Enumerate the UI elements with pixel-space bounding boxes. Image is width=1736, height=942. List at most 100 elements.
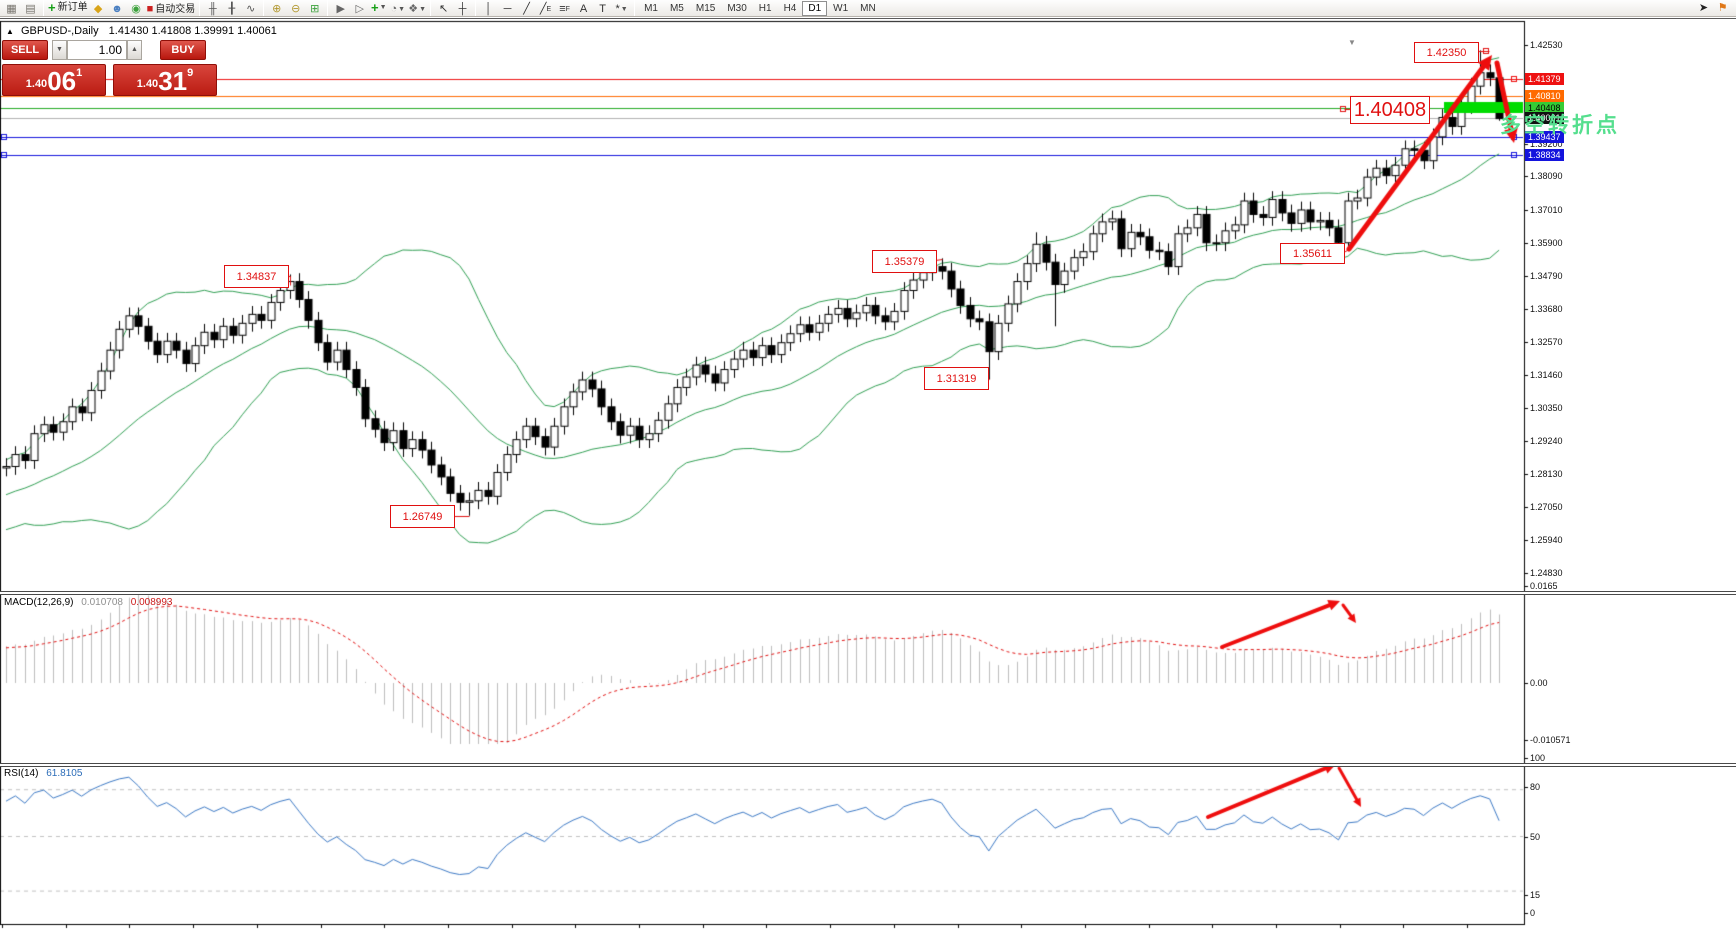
rsi-axis-tick: 100 xyxy=(1530,753,1546,763)
timeframe-button-MN[interactable]: MN xyxy=(860,2,876,14)
indicators-button[interactable]: + ▼ xyxy=(370,0,387,15)
timeframe-button-M1[interactable]: M1 xyxy=(644,2,658,14)
price-annotation-label[interactable]: 1.35611 xyxy=(1280,243,1345,264)
price-annotation-label[interactable]: 1.31319 xyxy=(924,367,989,390)
rsi-value: 61.8105 xyxy=(46,768,83,779)
sell-price-pips: 06 xyxy=(47,66,77,96)
price-annotation-label[interactable]: 1.35379 xyxy=(872,250,937,273)
price-axis-tick: 1.35900 xyxy=(1530,238,1563,248)
rsi-label: RSI(14) xyxy=(4,768,39,779)
autotrading-button-label: 自动交易 xyxy=(155,4,196,15)
buy-price-display[interactable]: 1.40 31 9 xyxy=(113,64,217,96)
volume-down-button[interactable]: ▼ xyxy=(52,39,67,60)
price-axis-tick: 1.28130 xyxy=(1530,469,1563,479)
rsi-axis-tick: 0 xyxy=(1530,908,1536,918)
timeframe-button-M30[interactable]: M30 xyxy=(727,2,747,14)
contacts-icon[interactable]: ☻ xyxy=(111,3,123,15)
one-click-collapse-icon[interactable]: ▲ xyxy=(6,27,14,36)
text-icon[interactable]: A xyxy=(579,3,588,15)
new-order-button[interactable]: + 新订单 xyxy=(48,0,88,15)
timeframe-button-H1[interactable]: H1 xyxy=(758,2,772,14)
macd-pane-header: MACD(12,26,9) 0.010708 0.008993 xyxy=(4,597,172,608)
chart-shift-icon[interactable]: ▷ xyxy=(355,3,364,15)
timeframe-button-H4[interactable]: H4 xyxy=(783,2,797,14)
candlestick-chart-icon[interactable]: ╂ xyxy=(228,3,236,15)
buy-price-point: 9 xyxy=(187,67,194,79)
price-annotation-label[interactable]: 1.40408 xyxy=(1350,96,1430,124)
macd-main-value: 0.010708 xyxy=(81,597,123,608)
price-axis-tick: 1.27050 xyxy=(1530,502,1563,512)
timeframe-button-M5[interactable]: M5 xyxy=(669,2,684,14)
price-tag-1.39437: 1.39437 xyxy=(1525,131,1564,143)
signals-icon[interactable]: ◉ xyxy=(131,3,141,15)
price-axis-tick: 1.42530 xyxy=(1530,40,1563,50)
toolbar-separator xyxy=(327,0,329,16)
timeframe-button-M15[interactable]: M15 xyxy=(695,2,716,14)
volume-up-button[interactable]: ▲ xyxy=(127,39,142,60)
bar-chart-icon[interactable]: ╫ xyxy=(208,3,217,15)
cursor-icon[interactable]: ↖ xyxy=(438,3,449,15)
price-tag-1.41379: 1.41379 xyxy=(1525,73,1564,85)
toolbar-separator xyxy=(634,0,636,16)
crosshair-icon[interactable]: ┼ xyxy=(458,3,467,15)
volume-input[interactable]: 1.00 xyxy=(67,39,127,60)
new-chart-icon[interactable]: ▦ xyxy=(6,3,17,15)
equidistant-channel-icon[interactable]: ╱ E xyxy=(539,3,552,15)
zoom-in-icon[interactable]: ⊕ xyxy=(272,3,282,15)
profiles-icon[interactable]: ▤ xyxy=(25,3,36,15)
text-label-icon[interactable]: T xyxy=(599,3,606,15)
timeframe-button-D1[interactable]: D1 xyxy=(802,0,828,16)
one-click-trading-panel: SELL ▼ 1.00 ▲ BUY 1.40 06 1 1.40 31 9 xyxy=(2,39,222,96)
macd-axis-tick: -0.010571 xyxy=(1530,735,1571,745)
chart-window: ▲ GBPUSD-,Daily 1.41430 1.41808 1.39991 … xyxy=(0,18,1736,942)
price-annotation-label[interactable]: 1.34837 xyxy=(224,265,289,288)
auto-scroll-icon[interactable]: ▶ xyxy=(336,3,345,15)
macd-signal-value: 0.008993 xyxy=(130,597,173,608)
price-annotation-label[interactable]: 1.26749 xyxy=(390,505,455,528)
price-axis-tick: 1.33680 xyxy=(1530,304,1563,314)
sell-button[interactable]: SELL xyxy=(2,39,48,60)
chart-shift-marker-icon[interactable]: ▼ xyxy=(1348,38,1356,47)
autotrading-button[interactable]: ■ 自动交易 xyxy=(146,3,196,15)
rsi-axis-tick: 15 xyxy=(1530,890,1541,900)
toolbar-separator xyxy=(475,0,477,16)
price-axis-tick: 1.39200 xyxy=(1530,139,1563,149)
price-axis-tick: 1.37010 xyxy=(1530,205,1563,215)
vertical-line-icon[interactable]: │ xyxy=(485,3,492,15)
toolbar-separator xyxy=(263,0,265,16)
zoom-out-icon[interactable]: ⊖ xyxy=(291,3,301,15)
symbol-title: GBPUSD-,Daily xyxy=(20,25,99,37)
ohlc-values: 1.41430 1.41808 1.39991 1.40061 xyxy=(108,25,277,37)
sell-price-display[interactable]: 1.40 06 1 xyxy=(2,64,106,96)
price-axis-tick: 1.34790 xyxy=(1530,271,1563,281)
main-toolbar: ▦ ▤ + 新订单 ◆ ☻ ◉ ■ 自动交易 ╫ ╂ ∿ ⊕ ⊖ ⊞ ▶ ▷ + ▼ ◔ ▼ ❖ ▼ ↖ ┼ │ ─ ╱ ╱ E ≡ F A T *… xyxy=(0,0,1736,17)
terminal-icon[interactable]: ◆ xyxy=(93,3,103,15)
periods-button[interactable]: ◔ ▼ xyxy=(390,3,406,15)
line-chart-icon[interactable]: ∿ xyxy=(246,3,256,15)
rsi-pane-divider[interactable] xyxy=(0,763,1736,767)
arrows-icon[interactable]: * ▼ xyxy=(615,3,628,15)
price-tag-1.40408: 1.40408 xyxy=(1525,102,1564,114)
tile-windows-icon[interactable]: ⊞ xyxy=(310,3,320,15)
buy-button[interactable]: BUY xyxy=(160,39,206,60)
horizontal-line-icon[interactable]: ─ xyxy=(503,3,512,15)
macd-label: MACD(12,26,9) xyxy=(4,597,74,608)
toolbar-separator xyxy=(430,0,432,16)
templates-button[interactable]: ❖ ▼ xyxy=(408,3,427,15)
macd-pane-divider[interactable] xyxy=(0,591,1736,595)
chart-symbol-header: ▲ GBPUSD-,Daily 1.41430 1.41808 1.39991 … xyxy=(6,25,277,37)
sell-price-prefix: 1.40 xyxy=(25,78,48,90)
rsi-axis-tick: 50 xyxy=(1530,832,1541,842)
pointer-icon[interactable]: ➤ xyxy=(1698,1,1709,14)
price-axis-tick: 1.25940 xyxy=(1530,535,1563,545)
fibonacci-icon[interactable]: ≡ F xyxy=(559,3,570,15)
price-annotation-label[interactable]: 1.42350 xyxy=(1414,42,1479,63)
trendline-icon[interactable]: ╱ xyxy=(523,3,530,15)
chart-canvas[interactable] xyxy=(0,19,1736,942)
timeframe-button-W1[interactable]: W1 xyxy=(833,2,849,14)
toolbar-separator xyxy=(43,0,44,16)
rsi-axis-tick: 80 xyxy=(1530,782,1541,792)
flag-icon[interactable]: ⚑ xyxy=(1717,1,1728,14)
chart-note-text[interactable]: 多空转折点 xyxy=(1500,114,1620,137)
